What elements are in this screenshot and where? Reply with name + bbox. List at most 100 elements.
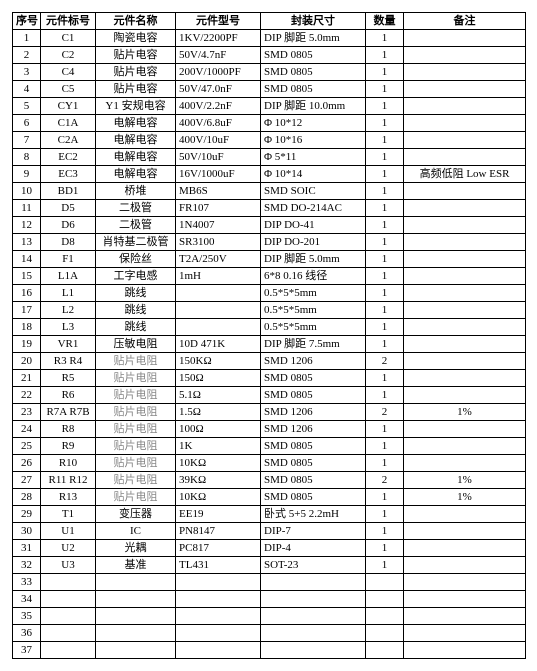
table-row: 13D8肖特基二极管SR3100DIP DO-2011	[13, 234, 526, 251]
cell-package: Φ 10*14	[261, 166, 366, 183]
cell-package: SMD 0805	[261, 472, 366, 489]
cell-package: DIP-4	[261, 540, 366, 557]
table-row: 20R3 R4贴片电阻150KΩSMD 12062	[13, 353, 526, 370]
cell-package: DIP 脚距 5.0mm	[261, 251, 366, 268]
cell-package: SMD 0805	[261, 47, 366, 64]
cell-name: 贴片电阻	[96, 438, 176, 455]
cell-index: 20	[13, 353, 41, 370]
cell-name: 电解电容	[96, 115, 176, 132]
cell-ref: R7A R7B	[41, 404, 96, 421]
cell-qty	[366, 625, 404, 642]
cell-ref: EC3	[41, 166, 96, 183]
cell-package: DIP-7	[261, 523, 366, 540]
cell-package: SMD 0805	[261, 455, 366, 472]
cell-name: 电解电容	[96, 149, 176, 166]
cell-ref: T1	[41, 506, 96, 523]
cell-package	[261, 625, 366, 642]
cell-package: DIP 脚距 10.0mm	[261, 98, 366, 115]
cell-model: 150Ω	[176, 370, 261, 387]
table-row: 16L1跳线0.5*5*5mm1	[13, 285, 526, 302]
table-row: 25R9贴片电阻1KSMD 08051	[13, 438, 526, 455]
cell-index: 5	[13, 98, 41, 115]
cell-package	[261, 608, 366, 625]
cell-name: 二极管	[96, 200, 176, 217]
cell-index: 3	[13, 64, 41, 81]
cell-ref: U2	[41, 540, 96, 557]
cell-name: Y1 安规电容	[96, 98, 176, 115]
col-header-note: 备注	[404, 13, 526, 30]
cell-model: SR3100	[176, 234, 261, 251]
col-header-name: 元件名称	[96, 13, 176, 30]
cell-ref: R11 R12	[41, 472, 96, 489]
cell-ref	[41, 608, 96, 625]
cell-name: 二极管	[96, 217, 176, 234]
cell-note	[404, 574, 526, 591]
cell-model: 10KΩ	[176, 455, 261, 472]
cell-ref	[41, 574, 96, 591]
cell-index: 22	[13, 387, 41, 404]
cell-index: 32	[13, 557, 41, 574]
table-row: 7C2A电解电容400V/10uFΦ 10*161	[13, 132, 526, 149]
cell-package: 0.5*5*5mm	[261, 319, 366, 336]
cell-note	[404, 625, 526, 642]
cell-model: 50V/4.7nF	[176, 47, 261, 64]
cell-note: 1%	[404, 489, 526, 506]
cell-note	[404, 642, 526, 659]
cell-ref: R10	[41, 455, 96, 472]
cell-qty: 1	[366, 540, 404, 557]
table-row: 36	[13, 625, 526, 642]
table-row: 35	[13, 608, 526, 625]
table-row: 14F1保险丝T2A/250VDIP 脚距 5.0mm1	[13, 251, 526, 268]
cell-qty: 1	[366, 319, 404, 336]
col-header-index: 序号	[13, 13, 41, 30]
cell-model: 200V/1000PF	[176, 64, 261, 81]
cell-ref: L2	[41, 302, 96, 319]
cell-package: SMD 0805	[261, 81, 366, 98]
cell-package: SMD 0805	[261, 387, 366, 404]
cell-name: 贴片电阻	[96, 455, 176, 472]
cell-note	[404, 370, 526, 387]
cell-index: 15	[13, 268, 41, 285]
cell-index: 33	[13, 574, 41, 591]
cell-index: 37	[13, 642, 41, 659]
cell-index: 21	[13, 370, 41, 387]
cell-model	[176, 608, 261, 625]
cell-qty: 1	[366, 438, 404, 455]
cell-model	[176, 302, 261, 319]
cell-package	[261, 591, 366, 608]
table-row: 2C2贴片电容50V/4.7nFSMD 08051	[13, 47, 526, 64]
cell-ref: L1A	[41, 268, 96, 285]
cell-ref	[41, 642, 96, 659]
table-row: 31U2光耦PC817DIP-41	[13, 540, 526, 557]
cell-index: 17	[13, 302, 41, 319]
cell-ref: C2A	[41, 132, 96, 149]
cell-ref: R9	[41, 438, 96, 455]
cell-index: 24	[13, 421, 41, 438]
cell-qty	[366, 608, 404, 625]
table-row: 30U1ICPN8147DIP-71	[13, 523, 526, 540]
cell-note	[404, 387, 526, 404]
cell-qty: 1	[366, 251, 404, 268]
cell-qty: 1	[366, 370, 404, 387]
cell-model: 10KΩ	[176, 489, 261, 506]
table-row: 1C1陶瓷电容1KV/2200PFDIP 脚距 5.0mm1	[13, 30, 526, 47]
cell-model: 10D 471K	[176, 336, 261, 353]
cell-name: 跳线	[96, 319, 176, 336]
cell-name: 贴片电容	[96, 47, 176, 64]
cell-package: 卧式 5+5 2.2mH	[261, 506, 366, 523]
table-row: 4C5贴片电容50V/47.0nFSMD 08051	[13, 81, 526, 98]
cell-ref: C1	[41, 30, 96, 47]
cell-package: SOT-23	[261, 557, 366, 574]
cell-name: 陶瓷电容	[96, 30, 176, 47]
cell-ref: L3	[41, 319, 96, 336]
cell-package: 0.5*5*5mm	[261, 302, 366, 319]
cell-qty: 1	[366, 557, 404, 574]
cell-package: SMD 0805	[261, 64, 366, 81]
cell-index: 10	[13, 183, 41, 200]
cell-ref: R3 R4	[41, 353, 96, 370]
cell-package: SMD SOIC	[261, 183, 366, 200]
cell-name: 贴片电阻	[96, 472, 176, 489]
cell-name	[96, 642, 176, 659]
cell-package: Φ 10*12	[261, 115, 366, 132]
cell-qty: 1	[366, 523, 404, 540]
